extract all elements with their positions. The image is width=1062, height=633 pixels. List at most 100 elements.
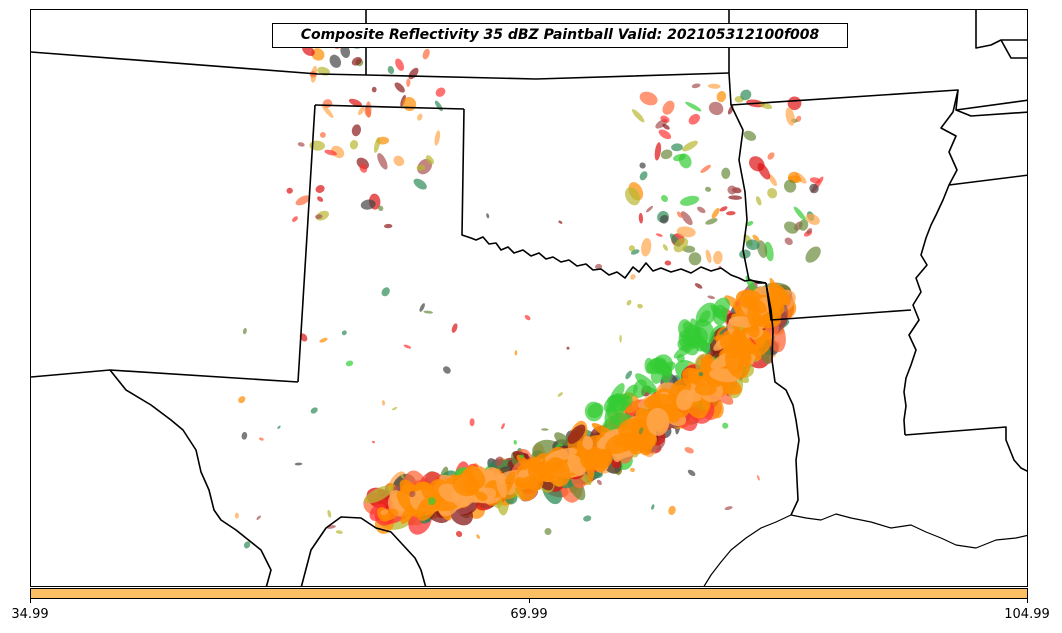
- reflectivity-blob: [707, 83, 721, 89]
- reflectivity-blob: [668, 505, 676, 516]
- reflectivity-blob: [673, 153, 686, 162]
- reflectivity-blob: [581, 452, 606, 472]
- reflectivity-blob: [465, 465, 486, 489]
- ms-east: [1000, 39, 1027, 59]
- reflectivity-blob: [321, 104, 334, 119]
- reflectivity-blob: [624, 187, 641, 206]
- state-borders-layer: [31, 10, 1027, 586]
- reflectivity-blob: [711, 207, 720, 219]
- reflectivity-blob: [658, 129, 672, 140]
- reflectivity-blob: [297, 142, 305, 147]
- reflectivity-blob: [315, 214, 323, 219]
- reflectivity-blob: [767, 152, 775, 160]
- colorbar-tick-label: 104.99: [1004, 607, 1050, 622]
- reflectivity-blob: [752, 234, 760, 242]
- reflectivity-blob: [654, 142, 662, 161]
- reflectivity-blob: [277, 425, 281, 429]
- reflectivity-blob: [639, 171, 648, 181]
- reflectivity-blob: [395, 58, 405, 71]
- mississippi-river: [903, 89, 959, 436]
- reflectivity-blob: [324, 149, 337, 156]
- reflectivity-blob: [784, 221, 799, 234]
- reflectivity-blob: [582, 435, 593, 450]
- reflectivity-blob: [319, 131, 326, 138]
- reflectivity-blob: [435, 87, 446, 97]
- reflectivity-blob: [805, 246, 821, 263]
- reflectivity-blob: [377, 153, 388, 170]
- reflectivity-blob: [422, 48, 430, 60]
- reflectivity-blob: [745, 239, 760, 250]
- reflectivity-blob: [661, 364, 673, 384]
- map-title: Composite Reflectivity 35 dBZ Paintball …: [272, 23, 848, 48]
- reflectivity-blob: [595, 263, 603, 270]
- reflectivity-blob: [662, 100, 675, 115]
- reflectivity-blob: [558, 220, 563, 224]
- reflectivity-blob: [757, 240, 768, 258]
- reflectivity-blob: [676, 226, 696, 238]
- reflectivity-blob: [238, 396, 246, 404]
- reflectivity-blob: [327, 509, 332, 518]
- reflectivity-blob: [809, 183, 819, 194]
- reflectivity-blob: [705, 249, 712, 264]
- reflectivity-blob: [381, 287, 390, 297]
- reflectivity-blob: [587, 402, 604, 419]
- reflectivity-blob: [628, 245, 636, 252]
- reflectivity-blob: [671, 143, 683, 152]
- reflectivity-blob: [294, 462, 303, 466]
- reflectivity-blob: [387, 65, 395, 75]
- reflectivity-blob: [258, 437, 264, 441]
- reflectivity-blob: [419, 303, 425, 312]
- colorbar-tick: [529, 599, 530, 603]
- co-ks-border: [31, 51, 730, 80]
- reflectivity-blob: [651, 504, 655, 510]
- reflectivity-blob: [680, 195, 700, 206]
- reflectivity-blob: [514, 350, 518, 356]
- reflectivity-blob: [317, 66, 330, 76]
- reflectivity-blob: [646, 407, 670, 436]
- reflectivity-blob: [705, 186, 712, 192]
- reflectivity-blob: [659, 214, 669, 224]
- reflectivity-blob: [381, 400, 386, 406]
- reflectivity-blob: [743, 130, 757, 141]
- reflectivity-blob: [359, 163, 368, 173]
- reflectivity-blob: [476, 534, 480, 539]
- reflectivity-blob: [335, 530, 343, 534]
- ok-panhandle-west: [297, 104, 316, 383]
- reflectivity-blob: [295, 195, 311, 206]
- reflectivity-blob: [608, 383, 625, 407]
- reflectivity-blob: [606, 403, 620, 425]
- ok-ar-border: [728, 72, 767, 284]
- reflectivity-blob: [341, 330, 347, 336]
- reflectivity-blob: [403, 344, 412, 349]
- reflectivity-blob: [805, 213, 820, 225]
- reflectivity-blob: [755, 196, 762, 206]
- colorbar-tick: [30, 599, 31, 603]
- reflectivity-blob: [688, 113, 700, 125]
- reflectivity-blob: [719, 206, 728, 212]
- reflectivity-blob: [660, 115, 670, 123]
- reflectivity-blob: [645, 205, 654, 213]
- reflectivity-blob: [655, 233, 663, 237]
- reflectivity-blob: [626, 299, 632, 306]
- rio-grande-mexico: [300, 516, 427, 586]
- reflectivity-blob: [767, 188, 778, 199]
- reflectivity-blob: [768, 174, 778, 187]
- reflectivity-blob: [390, 484, 394, 487]
- reflectivity-blob: [372, 440, 375, 444]
- reflectivity-blob: [406, 78, 411, 87]
- tx-la-border: [765, 282, 800, 516]
- reflectivity-blob: [694, 382, 717, 396]
- reflectivity-blob: [685, 101, 702, 112]
- reflectivity-blob: [793, 206, 806, 221]
- ms-al-border: [975, 10, 1027, 49]
- reflectivity-blob: [641, 238, 652, 257]
- reflectivity-blob: [567, 424, 586, 444]
- reflectivity-blob: [712, 297, 731, 318]
- reflectivity-blob: [746, 221, 754, 227]
- reflectivity-blob: [694, 283, 703, 289]
- reflectivity-blob: [427, 497, 436, 506]
- reflectivity-blob: [292, 216, 298, 222]
- reflectivity-blob: [351, 124, 361, 137]
- reflectivity-blob: [635, 373, 657, 393]
- ok-tx-red-river: [461, 108, 766, 284]
